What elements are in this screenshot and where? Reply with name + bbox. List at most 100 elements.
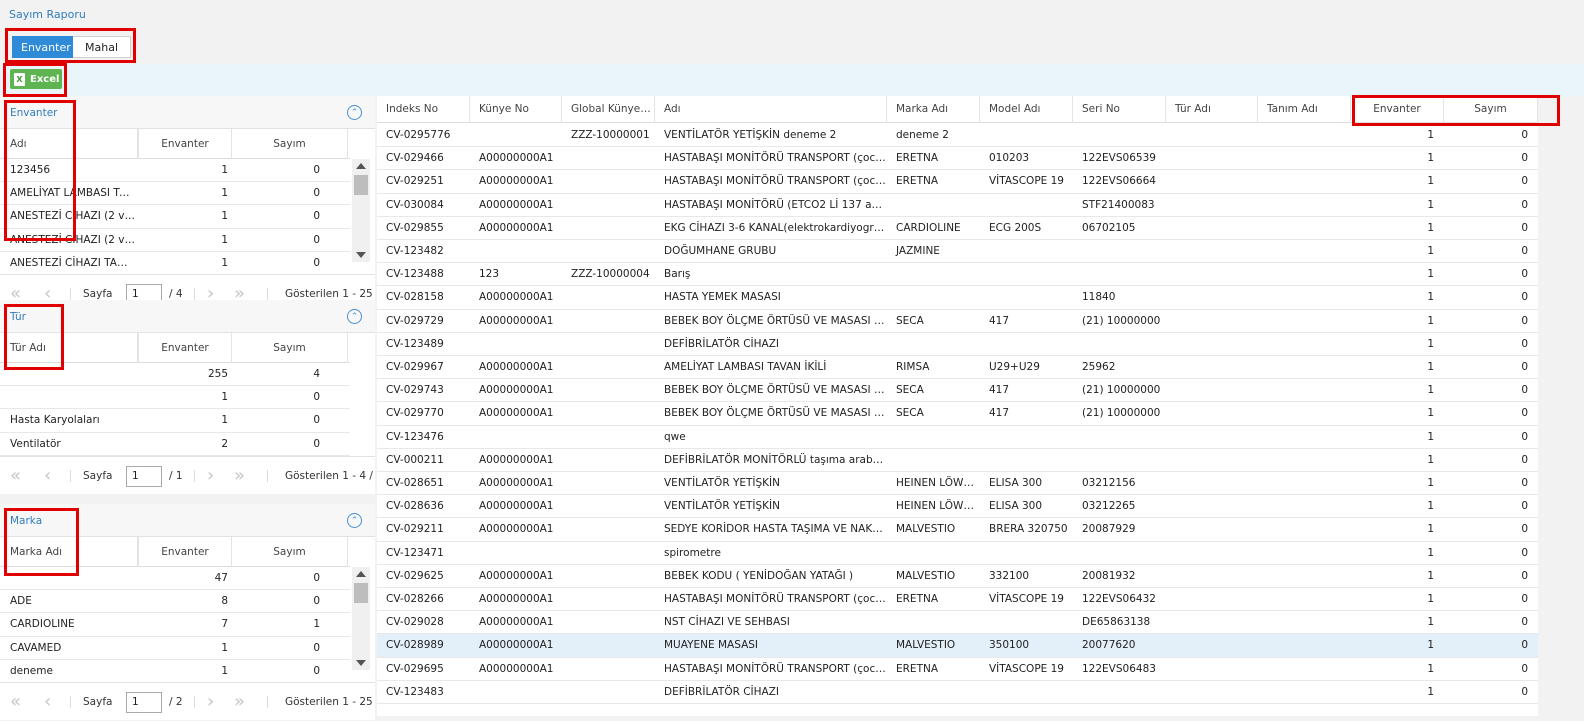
scroll-up-icon[interactable] <box>356 571 366 577</box>
prev-page-icon[interactable]: ‹ <box>44 691 52 712</box>
cell-seri-no: 20087929 <box>1082 523 1136 536</box>
column-header-name[interactable]: Marka Adı <box>10 537 138 567</box>
cell-sayim: 0 <box>1521 523 1528 536</box>
scroll-down-icon[interactable] <box>356 660 366 666</box>
table-row[interactable]: CV-028989 A00000000A1 MUAYENE MASASI MALVES… <box>377 634 1538 658</box>
column-header-global-kunye-no[interactable]: Global Künye No <box>562 96 655 123</box>
list-item[interactable]: CARDIOLINE 7 1 <box>0 613 350 637</box>
list-item[interactable]: 47 0 <box>0 567 350 591</box>
list-item[interactable]: ANESTEZİ CİHAZI TAM O 1 0 <box>0 252 350 274</box>
cell-marka-adi: HEINEN LÖWENSTEIN <box>896 500 980 513</box>
column-header-sayim[interactable]: Sayım <box>1444 96 1538 123</box>
collapse-icon[interactable]: ⌃ <box>347 513 362 528</box>
panel-scrollbar[interactable] <box>352 567 370 670</box>
list-item[interactable]: 255 4 <box>0 363 350 387</box>
cell-envanter: 1 <box>1427 175 1434 188</box>
column-header-sayim[interactable]: Sayım <box>232 333 348 363</box>
table-row[interactable]: CV-123489 DEFİBRİLATÖR CİHAZI 1 0 <box>377 333 1538 356</box>
column-header-sayim[interactable]: Sayım <box>232 129 348 159</box>
cell-envanter: 1 <box>1427 593 1434 605</box>
table-row[interactable]: CV-029770 A00000000A1 BEBEK BOY ÖLÇME ÖRTÜ… <box>377 402 1538 426</box>
page-number-input[interactable]: 1 <box>126 466 162 487</box>
table-row[interactable]: CV-123471 spirometre 1 0 <box>377 542 1538 565</box>
panel-scrollbar[interactable] <box>352 159 370 262</box>
prev-page-icon[interactable]: ‹ <box>44 465 52 486</box>
tab-mahal[interactable]: Mahal <box>73 36 131 58</box>
column-header-seri-no[interactable]: Seri No <box>1073 96 1166 123</box>
table-row[interactable]: CV-0295776 ZZZ-10000001 VENTİLATÖR YETİŞKİ… <box>377 124 1538 148</box>
table-row[interactable]: CV-028651 A00000000A1 VENTİLATÖR YETİŞKİN H… <box>377 472 1538 496</box>
table-row[interactable]: CV-123482 DOĞUMHANE GRUBU JAZMINE 1 0 <box>377 240 1538 264</box>
list-item[interactable]: deneme 1 0 <box>0 660 350 682</box>
table-row[interactable]: CV-123476 qwe 1 0 <box>377 426 1538 449</box>
first-page-icon[interactable]: « <box>10 283 22 304</box>
scroll-thumb[interactable] <box>354 175 368 195</box>
first-page-icon[interactable]: « <box>10 691 22 712</box>
cell-seri-no: 122EVS06483 <box>1082 662 1156 675</box>
scroll-down-icon[interactable] <box>356 252 366 258</box>
list-item[interactable]: ANESTEZİ CİHAZI (2 vaporizatörlü) 1 0 <box>0 205 350 229</box>
collapse-icon[interactable]: ⌃ <box>347 309 362 324</box>
column-header-tanim-adi[interactable]: Tanım Adı <box>1258 96 1351 123</box>
list-item[interactable]: 1 0 <box>0 386 350 410</box>
scroll-up-icon[interactable] <box>356 163 366 169</box>
table-row[interactable]: CV-029028 A00000000A1 NST CİHAZI VE SEHBAS… <box>377 611 1538 635</box>
last-page-icon[interactable]: » <box>234 283 246 304</box>
table-row[interactable]: CV-028266 A00000000A1 HASTABAŞI MONİTÖRÜ T… <box>377 588 1538 612</box>
list-item[interactable]: ANESTEZİ CİHAZI (2 vaporizatörlü) 1 0 <box>0 229 350 252</box>
table-row[interactable]: CV-029695 A00000000A1 HASTABAŞI MONİTÖRÜ T… <box>377 658 1538 681</box>
excel-export-button[interactable]: X Excel <box>10 69 62 89</box>
list-item[interactable]: Ventilatör 2 0 <box>0 433 350 456</box>
table-row[interactable]: CV-029967 A00000000A1 AMELİYAT LAMBASI TAV… <box>377 356 1538 380</box>
column-header-name[interactable]: Tür Adı <box>10 333 138 363</box>
last-page-icon[interactable]: » <box>234 691 246 712</box>
column-header-kunye-no[interactable]: Künye No <box>470 96 562 123</box>
cell-indeks-no: CV-123476 <box>386 430 444 443</box>
table-row[interactable]: CV-123483 DEFİBRİLATÖR CİHAZI 1 0 <box>377 681 1538 704</box>
cell-sayim: 0 <box>1521 477 1528 489</box>
column-header-sayim[interactable]: Sayım <box>232 537 348 567</box>
column-header-tur-adi[interactable]: Tür Adı <box>1166 96 1258 123</box>
table-row[interactable]: CV-000211 A00000000A1 DEFİBRİLATÖR MONİTÖR… <box>377 449 1538 472</box>
next-page-icon[interactable]: › <box>207 691 215 712</box>
cell-adi: Barış <box>664 268 691 281</box>
cell-kunye-no: A00000000A1 <box>479 477 554 489</box>
table-row[interactable]: CV-029625 A00000000A1 BEBEK KODU ( YENİDOĞ… <box>377 565 1538 588</box>
last-page-icon[interactable]: » <box>234 465 246 486</box>
table-row[interactable]: CV-029466 A00000000A1 HASTABAŞI MONİTÖRÜ T… <box>377 147 1538 171</box>
table-row[interactable]: CV-029729 A00000000A1 BEBEK BOY ÖLÇME ÖRTÜ… <box>377 310 1538 333</box>
column-header-envanter[interactable]: Envanter <box>138 537 232 567</box>
first-page-icon[interactable]: « <box>10 465 22 486</box>
next-page-icon[interactable]: › <box>207 283 215 304</box>
column-header-envanter[interactable]: Envanter <box>1351 96 1444 123</box>
next-page-icon[interactable]: › <box>207 465 215 486</box>
column-header-adi[interactable]: Adı <box>655 96 887 123</box>
table-row[interactable]: CV-029251 A00000000A1 HASTABAŞI MONİTÖRÜ T… <box>377 170 1538 194</box>
list-item[interactable]: Hasta Karyolaları 1 0 <box>0 409 350 433</box>
list-item[interactable]: ADE 8 0 <box>0 590 350 614</box>
table-row[interactable]: CV-028636 A00000000A1 VENTİLATÖR YETİŞKİN H… <box>377 495 1538 519</box>
column-header-envanter[interactable]: Envanter <box>138 129 232 159</box>
table-row[interactable]: CV-029855 A00000000A1 EKG CİHAZI 3-6 KANAL… <box>377 217 1538 240</box>
cell-envanter: 1 <box>1427 198 1434 211</box>
cell-adi: VENTİLATÖR YETİŞKİN <box>664 500 781 513</box>
list-item[interactable]: CAVAMED 1 0 <box>0 637 350 660</box>
page-number-input[interactable]: 1 <box>126 692 162 713</box>
collapse-icon[interactable]: ⌃ <box>347 105 362 120</box>
column-header-envanter[interactable]: Envanter <box>138 333 232 363</box>
pager-separator <box>70 470 71 482</box>
list-item[interactable]: 123456 1 0 <box>0 159 350 183</box>
list-item[interactable]: AMELİYAT LAMBASI TAVAN İKİLİ 1 0 <box>0 182 350 206</box>
table-row[interactable]: CV-030084 A00000000A1 HASTABAŞI MONİTÖRÜ (… <box>377 194 1538 217</box>
scroll-thumb[interactable] <box>354 583 368 603</box>
table-row[interactable]: CV-123488 123 ZZZ-10000004 Barış 1 0 <box>377 263 1538 287</box>
column-header-marka-adi[interactable]: Marka Adı <box>887 96 980 123</box>
tab-envanter[interactable]: Envanter <box>12 36 73 58</box>
column-header-indeks-no[interactable]: Indeks No <box>377 96 470 123</box>
column-header-name[interactable]: Adı <box>10 129 138 159</box>
prev-page-icon[interactable]: ‹ <box>44 283 52 304</box>
column-header-model-adi[interactable]: Model Adı <box>980 96 1073 123</box>
table-row[interactable]: CV-029211 A00000000A1 SEDYE KORİDOR HASTA … <box>377 518 1538 542</box>
table-row[interactable]: CV-029743 A00000000A1 BEBEK BOY ÖLÇME ÖRTÜ… <box>377 379 1538 403</box>
table-row[interactable]: CV-028158 A00000000A1 HASTA YEMEK MASASI 11… <box>377 286 1538 310</box>
